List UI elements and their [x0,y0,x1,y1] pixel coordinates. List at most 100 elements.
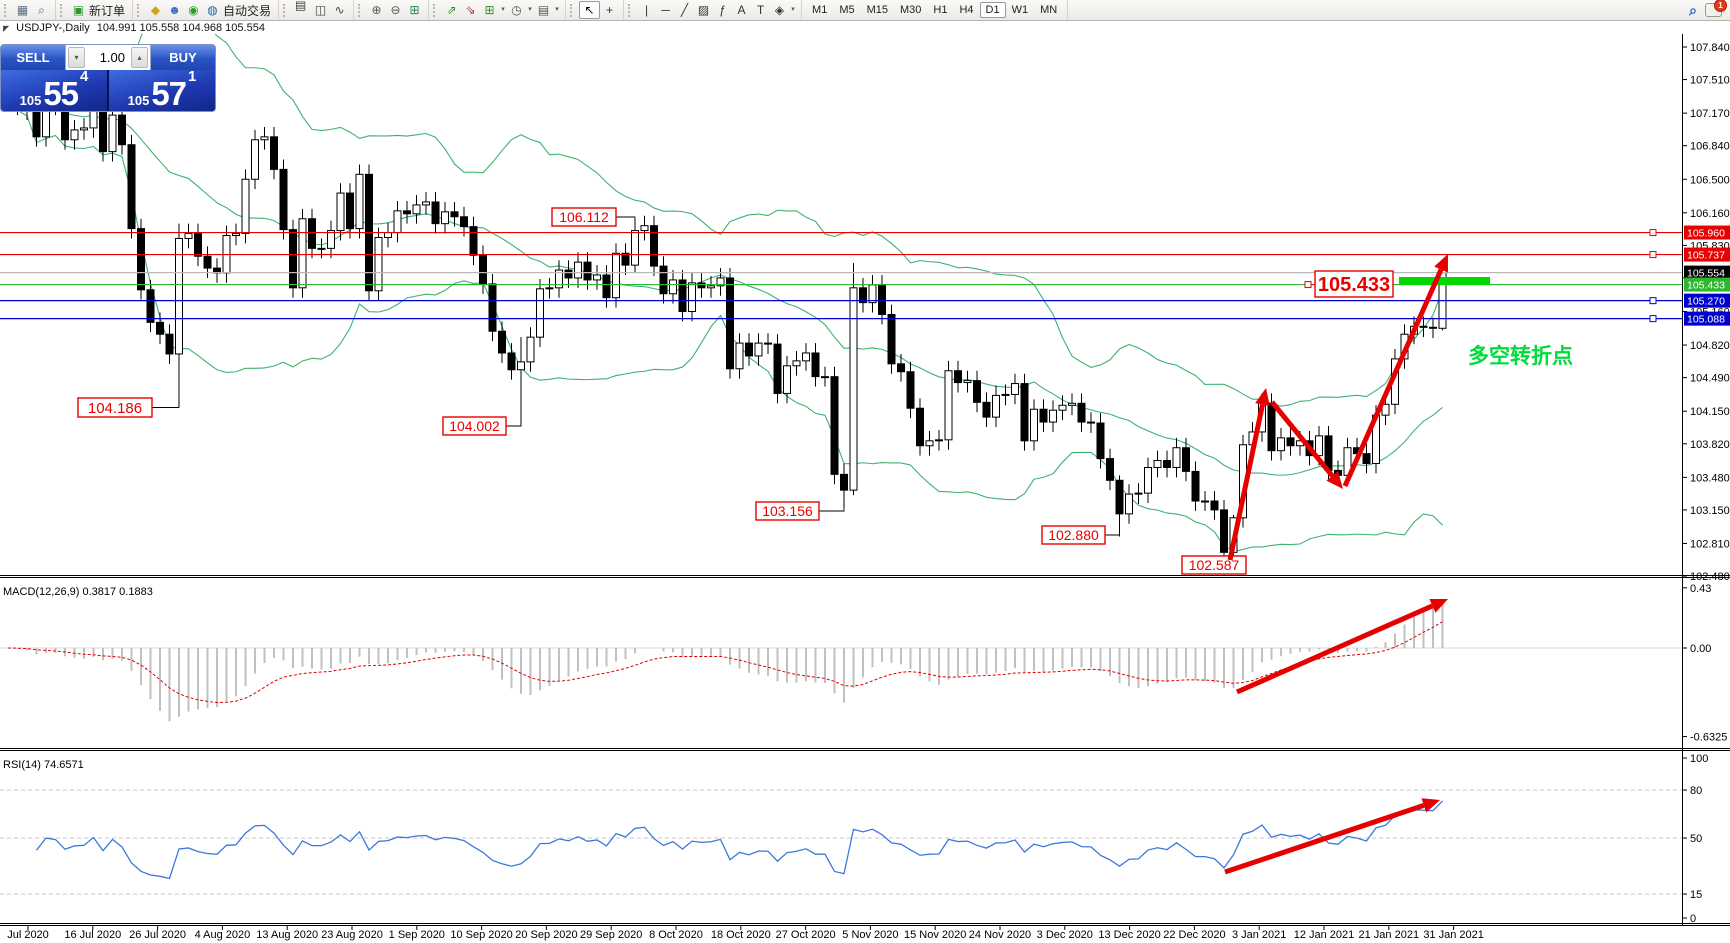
highlighter-icon[interactable]: ◆ [150,3,161,17]
callout-text: 102.880 [1048,527,1099,543]
crosshair-icon[interactable]: + [606,3,614,17]
arrow-shaft[interactable] [1227,404,1265,561]
arrow-head[interactable] [1255,388,1270,407]
sell-button[interactable]: SELL [1,45,65,70]
arrow-head[interactable] [1421,798,1440,813]
periods-icon[interactable]: ◷ [511,3,522,17]
candle-body [450,211,459,218]
fibonacci-icon[interactable]: ƒ [719,3,726,17]
hline-handle[interactable] [1649,251,1657,259]
callout-box-104.002[interactable] [442,416,507,436]
zoom-out-icon[interactable]: ⊖ [390,3,401,17]
caret-icon[interactable]: ▾ [501,6,505,13]
chart-preview-icon[interactable]: ⌕ [38,3,45,17]
timeframe-h4[interactable]: H4 [959,4,974,16]
green-highlight-bar[interactable] [1399,277,1490,285]
hline-handle[interactable] [1649,315,1657,323]
arrow-head[interactable] [1429,598,1448,613]
arrow-shaft[interactable] [1342,268,1444,488]
price-callouts[interactable]: 106.112 104.186 104.002 103.156 102.880 102.5… [77,207,1394,575]
caret-icon[interactable]: ▾ [791,6,795,13]
autotrade-icon[interactable]: ◍ [207,3,218,17]
trendline-icon[interactable]: ╱ [680,3,689,17]
timeframe-w1[interactable]: W1 [1011,4,1029,16]
callout-text: 106.112 [559,209,609,225]
shapes-icon[interactable]: ◈ [774,3,785,17]
candle-body [1087,421,1095,424]
timeframe-d1[interactable]: D1 [979,2,1006,18]
buy-button[interactable]: BUY [151,45,215,70]
trend-arrows[interactable] [1224,254,1448,875]
arrow-head[interactable] [1326,471,1343,489]
candle-body [517,361,525,371]
volume-input[interactable]: 1.00 [99,50,125,65]
timeframe-h1[interactable]: H1 [933,4,948,16]
callout-text: 103.156 [762,503,813,519]
chart-window-icon[interactable]: ▦ [16,3,29,17]
cursor-icon[interactable]: ↖ [579,1,601,19]
indicator-list-icon[interactable]: ⇘ [465,3,476,17]
candle-body [203,255,212,269]
date-axis[interactable]: Jul 2020 16 Jul 2020 26 Jul 2020 4 Aug 2020… [7,925,1484,942]
callout-box-102.587[interactable] [1181,555,1247,575]
timeframe-m30[interactable]: M30 [900,4,922,16]
caret-icon[interactable]: ▾ [528,6,532,13]
arrow-shaft[interactable] [1224,803,1425,875]
annotation-text[interactable]: 多空转折点 [1468,344,1573,368]
date-label: 23 Aug 2020 [321,929,383,941]
arrow-shaft[interactable] [1235,603,1434,695]
callout-box-103.156[interactable] [755,501,820,521]
new-order-label[interactable]: 新订单 [89,3,126,18]
candle-body [830,376,839,475]
add-indicator-icon[interactable]: ⊞ [484,3,495,17]
hline-icon[interactable]: ─ [661,3,670,17]
callout-box-106.112[interactable] [551,207,617,227]
arrow-head[interactable] [1434,254,1448,273]
hline-handle[interactable] [1649,229,1657,237]
profile-icon[interactable]: ☻ [168,3,181,17]
autotrading-label[interactable]: 自动交易 [223,3,272,18]
text-label-icon[interactable]: T [756,3,765,17]
callout-box-105.433[interactable] [1314,270,1394,298]
axis-label: 106.840 [1690,141,1730,153]
timeframe-m1[interactable]: M1 [812,4,828,16]
macd-axis-label: -0.6325 [1690,732,1727,744]
vline-icon[interactable]: | [644,3,649,17]
bar-chart-icon[interactable]: ▥ [294,0,309,12]
templates-icon[interactable]: ▤ [537,3,550,17]
caret-icon[interactable]: ▾ [555,6,559,13]
notification-badge: 1 [1714,0,1727,12]
price-axis[interactable]: 107.840 107.510 107.170 106.840 106.500 106.1… [1682,34,1730,926]
tile-windows-icon[interactable]: ⊞ [409,3,420,17]
chat-icon[interactable]: 1 [1705,0,1727,17]
line-chart-icon[interactable]: ∿ [334,3,345,17]
signal-icon[interactable]: ◉ [188,3,199,17]
hline-handle[interactable] [1649,297,1657,305]
toolbar-group-6: ↖ + [566,0,625,20]
timeframe-m15[interactable]: M15 [866,4,888,16]
candle-body [754,342,763,357]
timeframe-mn[interactable]: MN [1040,4,1058,16]
axis-label: 103.820 [1690,439,1730,451]
date-label: 10 Sep 2020 [450,929,512,941]
text-icon[interactable]: A [737,3,746,17]
new-order-icon[interactable]: ▣ [72,3,85,17]
arrow-shaft[interactable] [1270,400,1335,478]
search-icon[interactable]: ⌕ [1689,1,1697,18]
sell-price-panel[interactable]: 105 55 4 [1,69,107,111]
callout-box-102.880[interactable] [1041,525,1106,545]
channel-icon[interactable]: ▨ [697,3,710,17]
callout-handle[interactable] [1304,281,1312,289]
rsi-axis-label: 0 [1690,913,1696,925]
candle-chart-icon[interactable]: ◫ [314,3,327,17]
callout-box-104.186[interactable] [77,397,153,418]
volume-decrease-button[interactable]: ▾ [68,47,85,68]
volume-increase-button[interactable]: ▴ [131,47,148,68]
indicators-icon[interactable]: ⇗ [446,3,457,17]
candle-body [194,233,202,257]
buy-price-panel[interactable]: 105 57 1 [109,69,215,111]
zoom-in-icon[interactable]: ⊕ [371,3,382,17]
axis-label: 107.840 [1690,42,1730,54]
axis-label: 106.160 [1690,208,1730,220]
timeframe-m5[interactable]: M5 [839,4,855,16]
